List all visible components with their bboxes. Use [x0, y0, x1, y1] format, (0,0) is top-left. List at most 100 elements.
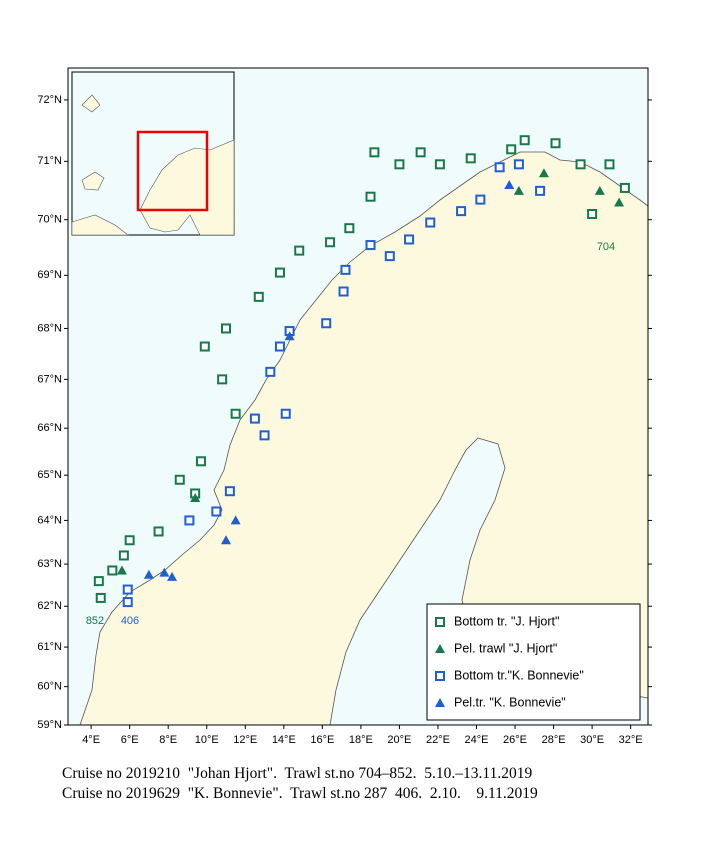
x-tick-label: 12°E — [233, 734, 257, 746]
x-tick-label: 26°E — [503, 734, 527, 746]
inset-region — [136, 130, 209, 212]
x-tick-label: 30°E — [580, 734, 604, 746]
station-bottom — [506, 144, 517, 155]
station-bottom — [384, 251, 395, 262]
station-bottom — [404, 234, 415, 245]
station-bottom — [340, 264, 351, 275]
y-tick-label: 72°N — [37, 94, 62, 106]
legend-marker — [435, 644, 445, 653]
legend-marker — [435, 617, 445, 627]
station-bottom — [153, 526, 164, 537]
inset-land — [71, 94, 235, 236]
legend-label: Pel. trawl "J. Hjort" — [454, 641, 557, 655]
station-bottom — [519, 135, 530, 146]
y-tick-label: 63°N — [37, 558, 62, 570]
station-bottom — [211, 506, 222, 517]
station-number: 406 — [121, 615, 139, 627]
station-pelagic — [284, 331, 295, 341]
station-bottom — [415, 147, 426, 158]
station-bottom — [184, 515, 195, 526]
station-bottom — [587, 208, 598, 219]
legend: Bottom tr. "J. Hjort" Pel. trawl "J. Hjor… — [426, 603, 641, 721]
station-bottom — [456, 206, 467, 217]
x-tick-label: 28°E — [542, 734, 566, 746]
plot-frame — [67, 67, 649, 726]
y-tick-label: 69°N — [37, 269, 62, 281]
station-pelagic — [116, 565, 127, 575]
station-bottom — [535, 185, 546, 196]
station-pelagic — [594, 185, 605, 195]
station-bottom — [259, 430, 270, 441]
y-tick-label: 68°N — [37, 322, 62, 334]
station-bottom — [195, 456, 206, 467]
station-bottom — [294, 245, 305, 256]
station-bottom — [365, 240, 376, 251]
y-tick-label: 62°N — [37, 600, 62, 612]
x-tick-label: 24°E — [465, 734, 489, 746]
station-bottom — [604, 159, 615, 170]
station-bottom — [118, 550, 129, 561]
station-pelagic — [230, 515, 241, 525]
station-bottom — [253, 291, 264, 302]
station-bottom — [394, 159, 405, 170]
gulf-of-bothnia — [329, 437, 648, 725]
station-bottom — [265, 366, 276, 377]
station-number: 704 — [597, 241, 615, 253]
station-bottom — [95, 592, 106, 603]
station-bottom — [122, 597, 133, 608]
x-tick-label: 14°E — [272, 734, 296, 746]
station-number: 852 — [86, 615, 104, 627]
station-bottom — [217, 374, 228, 385]
y-tick-label: 67°N — [37, 373, 62, 385]
station-pelagic — [143, 569, 154, 579]
x-tick-label: 22°E — [426, 734, 450, 746]
station-bottom — [365, 191, 376, 202]
basemap — [68, 68, 648, 725]
station-bottom — [513, 159, 524, 170]
station-bottom — [325, 237, 336, 248]
station-bottom — [575, 159, 586, 170]
station-pelagic — [513, 185, 524, 195]
y-tick-label: 59°N — [37, 719, 62, 731]
station-pelagic — [614, 197, 625, 207]
station-pelagic — [159, 567, 170, 577]
station-bottom — [619, 182, 630, 193]
caption: Cruise no 2019629 "K. Bonnevie". Trawl s… — [62, 785, 538, 802]
station-bottom — [107, 565, 118, 576]
land — [79, 151, 648, 725]
station-bottom — [369, 147, 380, 158]
station-bottom — [475, 194, 486, 205]
station-bottom — [344, 223, 355, 234]
station-bottom — [280, 408, 291, 419]
station-bottom — [465, 153, 476, 164]
y-tick-label: 66°N — [37, 422, 62, 434]
y-tick-label: 71°N — [37, 155, 62, 167]
x-tick-label: 32°E — [619, 734, 643, 746]
station-pelagic — [538, 168, 549, 178]
station-pelagic — [504, 180, 515, 190]
station-bottom — [174, 474, 185, 485]
legend-label: Pel.tr. "K. Bonnevie" — [454, 695, 566, 709]
station-bottom — [93, 576, 104, 587]
station-bottom — [221, 323, 232, 334]
station-bottom — [122, 584, 133, 595]
caption: Cruise no 2019210 "Johan Hjort". Trawl s… — [62, 765, 533, 782]
station-bottom — [199, 341, 210, 352]
x-tick-label: 6°E — [121, 734, 139, 746]
y-tick-label: 61°N — [37, 641, 62, 653]
station-bottom — [274, 341, 285, 352]
legend-frame — [426, 603, 641, 721]
station-pelagic — [190, 493, 201, 503]
inset-iceland — [81, 171, 105, 191]
y-tick-label: 64°N — [37, 514, 62, 526]
station-bottom — [274, 267, 285, 278]
inset-map — [71, 71, 235, 236]
legend-marker — [435, 671, 445, 681]
station-bottom — [224, 486, 235, 497]
station-bottom — [425, 217, 436, 228]
x-tick-label: 18°E — [349, 734, 373, 746]
x-tick-label: 20°E — [387, 734, 411, 746]
station-bottom — [550, 138, 561, 149]
